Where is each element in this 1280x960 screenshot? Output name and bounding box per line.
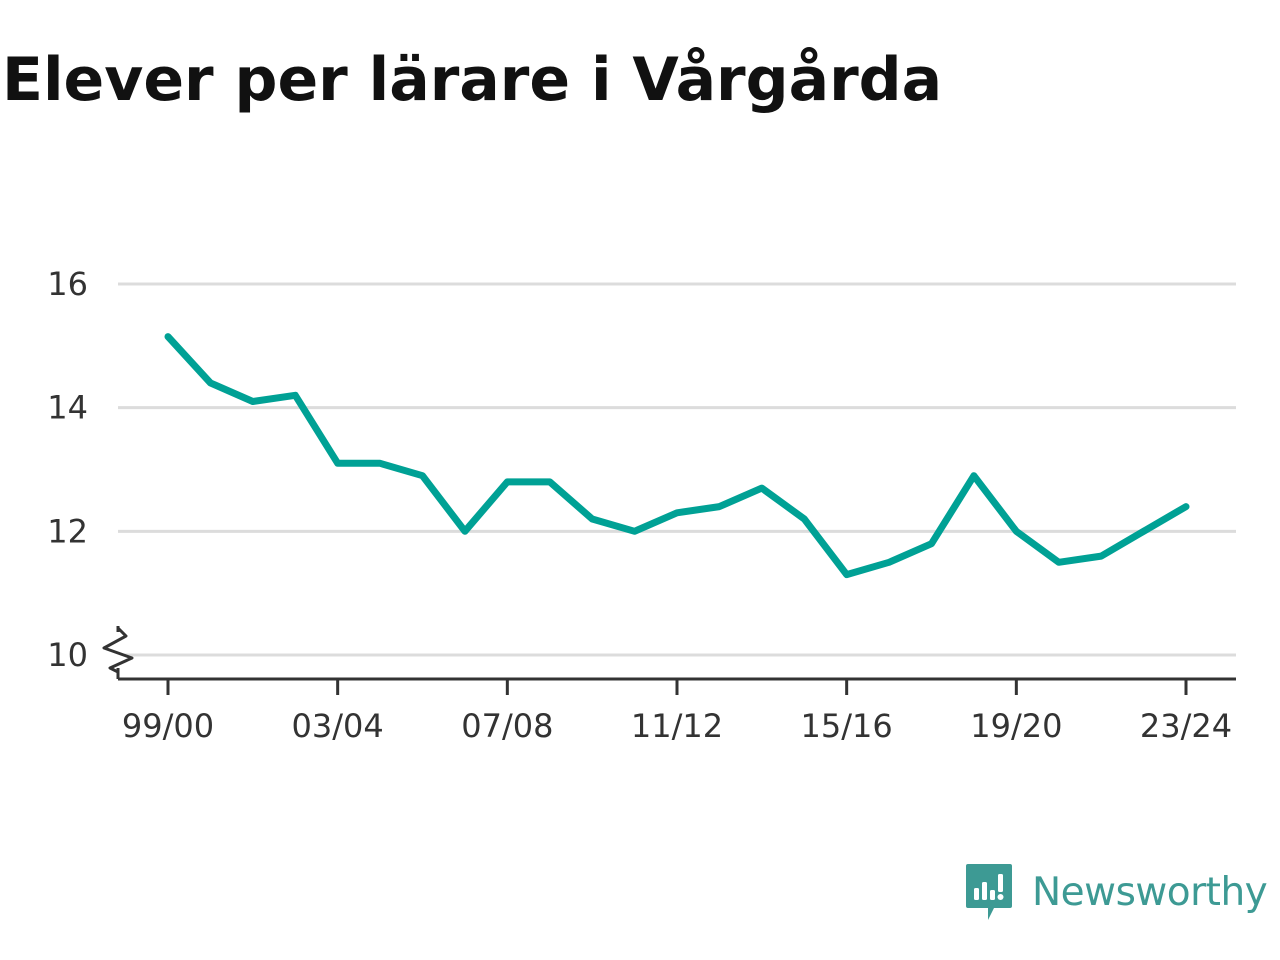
x-ticks: 99/00 03/04 07/08 11/12 15/16 19/20 23/24 [122, 679, 1232, 745]
data-point [167, 336, 169, 338]
data-point [422, 475, 423, 477]
data-point [846, 574, 848, 576]
y-tick-label: 16 [47, 265, 88, 303]
data-point [1100, 555, 1102, 557]
data-point [973, 475, 975, 477]
data-point [464, 530, 466, 532]
data-point [1143, 530, 1145, 532]
data-point [506, 481, 508, 483]
y-tick-label: 14 [47, 389, 88, 427]
data-point [761, 487, 763, 489]
newsworthy-brand: Newsworthy [964, 862, 1268, 922]
data-point [1185, 506, 1187, 508]
data-point [676, 512, 678, 514]
series-layer [164, 333, 1190, 579]
data-point [888, 561, 890, 563]
data-point [1058, 561, 1060, 563]
data-point [591, 518, 593, 520]
y-axis-break-mark [102, 626, 134, 674]
x-tick-label: 23/24 [1140, 707, 1232, 745]
x-tick-label: 11/12 [631, 707, 723, 745]
data-point [337, 462, 339, 464]
data-point [209, 382, 211, 384]
gridlines [118, 282, 1236, 657]
axes [102, 626, 1236, 681]
data-point [549, 481, 551, 483]
brand-name: Newsworthy [1032, 869, 1268, 915]
data-point [1015, 530, 1017, 532]
x-tick-label: 19/20 [970, 707, 1062, 745]
x-tick-label: 15/16 [801, 707, 893, 745]
data-point [931, 543, 932, 545]
series-line [164, 333, 1190, 579]
data-point [803, 518, 805, 520]
newsworthy-logo-icon [966, 864, 1012, 920]
x-tick-label: 99/00 [122, 707, 214, 745]
y-tick-label: 10 [47, 636, 88, 674]
chart-title: Elever per lärare i Vårgårda [2, 45, 943, 115]
data-point [252, 400, 254, 402]
y-tick-labels: 10 12 14 16 [47, 265, 88, 674]
data-point [634, 530, 636, 532]
data-point [379, 462, 381, 464]
x-tick-label: 03/04 [292, 707, 384, 745]
y-tick-label: 12 [47, 512, 88, 550]
x-tick-label: 07/08 [461, 707, 553, 745]
data-point [718, 506, 720, 508]
data-point [294, 394, 296, 396]
